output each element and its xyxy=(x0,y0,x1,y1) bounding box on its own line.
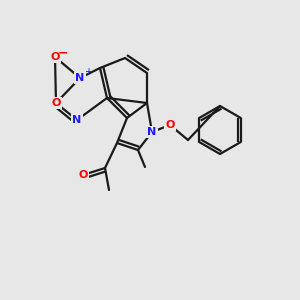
Text: −: − xyxy=(58,46,68,59)
Text: +: + xyxy=(84,67,92,77)
Text: O: O xyxy=(50,52,60,62)
Text: N: N xyxy=(72,115,82,125)
Text: O: O xyxy=(51,98,61,108)
Text: O: O xyxy=(78,170,88,180)
Text: N: N xyxy=(75,73,85,83)
Text: O: O xyxy=(165,120,175,130)
Text: N: N xyxy=(147,127,157,137)
